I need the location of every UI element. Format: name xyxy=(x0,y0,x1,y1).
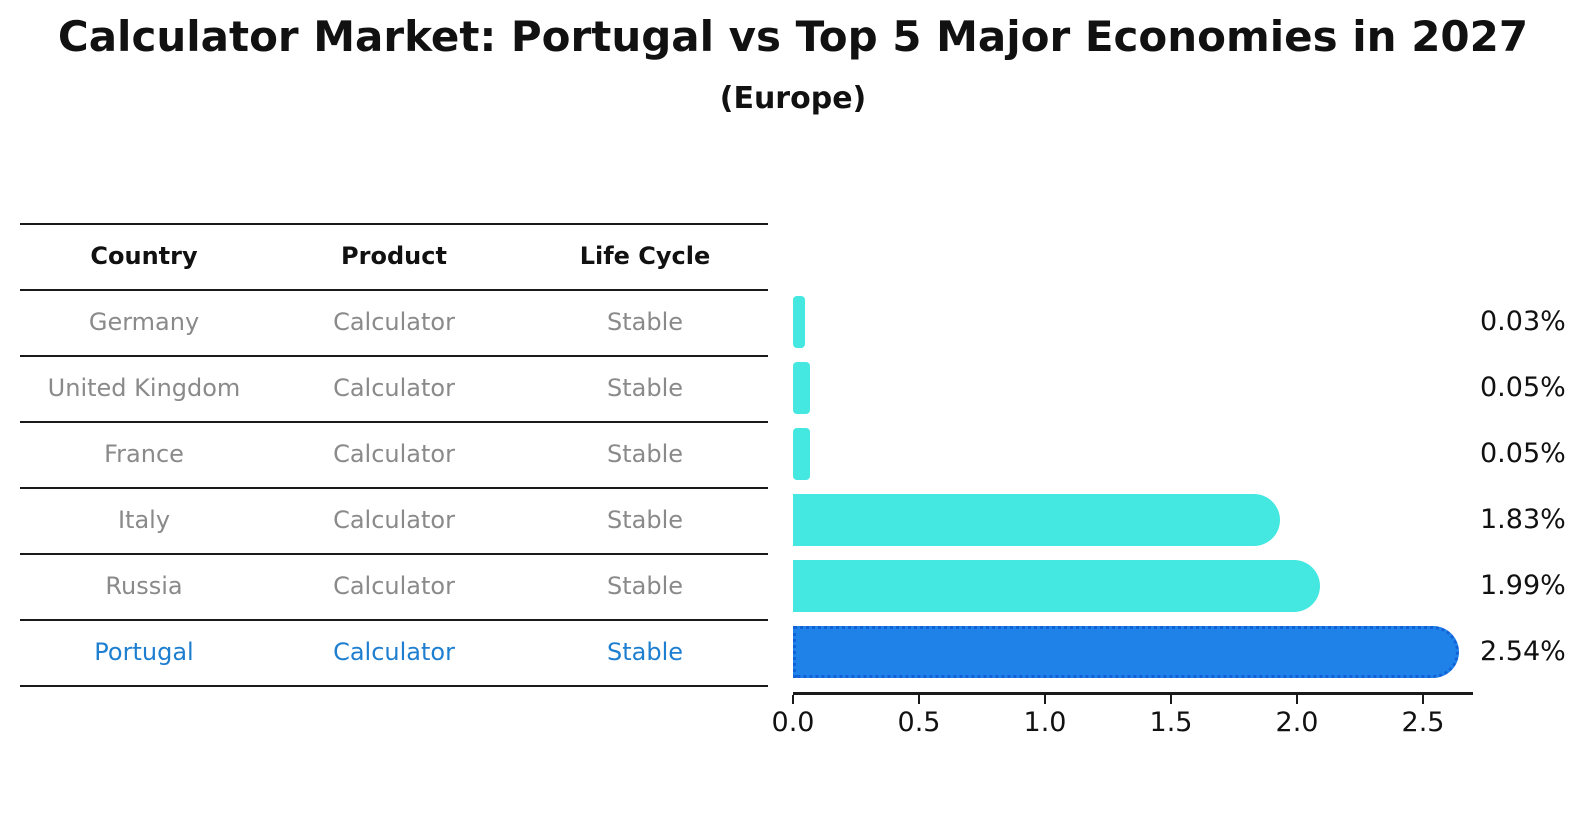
x-tick xyxy=(1044,695,1046,704)
table-cell-lifecycle: Stable xyxy=(606,506,684,534)
table-cell-country: Germany xyxy=(88,308,200,336)
table-cell-product: Calculator xyxy=(333,572,455,600)
table-line xyxy=(20,289,768,291)
x-tick-label: 0.0 xyxy=(771,707,815,738)
table-line xyxy=(20,619,768,621)
bar-value-label: 0.05% xyxy=(1480,372,1566,403)
bar-value-label: 2.54% xyxy=(1480,636,1566,667)
x-tick xyxy=(1422,695,1424,704)
chart-title: Calculator Market: Portugal vs Top 5 Maj… xyxy=(57,12,1529,61)
table-cell-product: Calculator xyxy=(333,374,455,402)
x-axis-line xyxy=(793,692,1473,695)
x-tick-label: 1.5 xyxy=(1149,707,1193,738)
table-cell-lifecycle: Stable xyxy=(606,374,684,402)
bar-italy xyxy=(793,494,1281,546)
bar-germany xyxy=(793,296,805,348)
bar-russia xyxy=(793,560,1321,612)
table-cell-product: Calculator xyxy=(333,638,455,666)
bar-value-label: 1.99% xyxy=(1480,570,1566,601)
x-tick xyxy=(1170,695,1172,704)
table-cell-lifecycle: Stable xyxy=(606,308,684,336)
bar-united-kingdom xyxy=(793,362,810,414)
table-header-country: Country xyxy=(90,242,198,270)
x-tick-label: 2.5 xyxy=(1401,707,1445,738)
table-cell-product: Calculator xyxy=(333,440,455,468)
table-cell-lifecycle: Stable xyxy=(606,440,684,468)
table-line xyxy=(20,553,768,555)
bar-value-label: 0.05% xyxy=(1480,438,1566,469)
x-tick xyxy=(792,695,794,704)
table-cell-country: Russia xyxy=(105,572,183,600)
table-cell-country: France xyxy=(104,440,184,468)
x-tick-label: 0.5 xyxy=(897,707,941,738)
table-line xyxy=(20,223,768,225)
table-cell-country: Italy xyxy=(117,506,171,534)
table-cell-lifecycle: Stable xyxy=(606,572,684,600)
x-tick-label: 2.0 xyxy=(1275,707,1319,738)
table-cell-lifecycle: Stable xyxy=(606,638,684,666)
chart-subtitle: (Europe) xyxy=(719,81,867,116)
table-cell-country: United Kingdom xyxy=(47,374,241,402)
bar-value-label: 1.83% xyxy=(1480,504,1566,535)
table-line xyxy=(20,421,768,423)
bar-value-label: 0.03% xyxy=(1480,306,1566,337)
table-cell-country: Portugal xyxy=(94,638,194,666)
table-header-lifecycle: Life Cycle xyxy=(579,242,711,270)
x-tick xyxy=(918,695,920,704)
table-line xyxy=(20,685,768,687)
bar-france xyxy=(793,428,810,480)
table-cell-product: Calculator xyxy=(333,506,455,534)
table-cell-product: Calculator xyxy=(333,308,455,336)
x-tick xyxy=(1296,695,1298,704)
x-tick-label: 1.0 xyxy=(1023,707,1067,738)
table-line xyxy=(20,487,768,489)
table-line xyxy=(20,355,768,357)
table-header-product: Product xyxy=(341,242,447,270)
bar-portugal xyxy=(793,626,1460,678)
